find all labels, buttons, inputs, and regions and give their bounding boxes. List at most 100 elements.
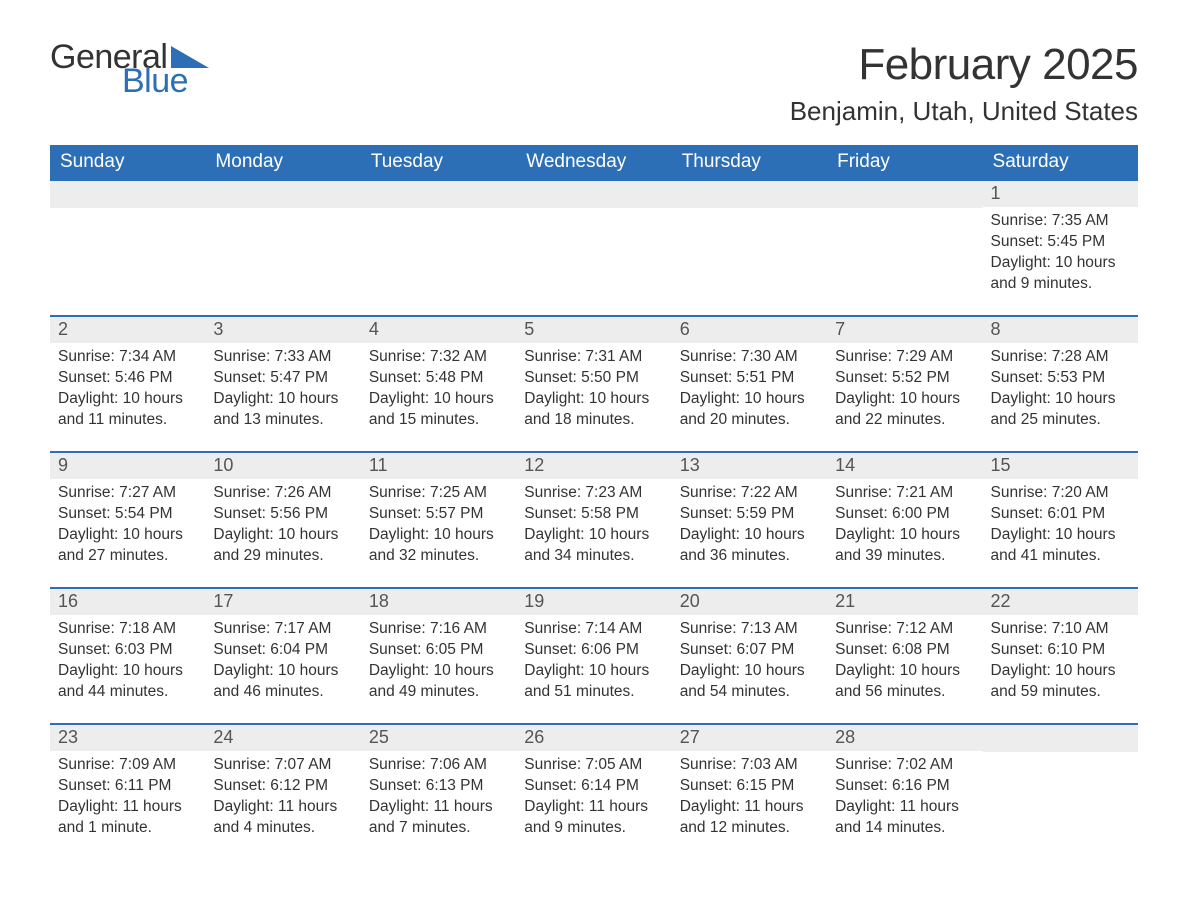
- sunset-line: Sunset: 6:08 PM: [835, 640, 974, 661]
- empty-day-header: [516, 181, 671, 208]
- day-body: Sunrise: 7:26 AMSunset: 5:56 PMDaylight:…: [205, 479, 360, 573]
- daylight-line: Daylight: 10 hours and 44 minutes.: [58, 661, 197, 703]
- day-number: 7: [827, 317, 982, 343]
- sunrise-line: Sunrise: 7:09 AM: [58, 755, 197, 776]
- sunrise-line: Sunrise: 7:34 AM: [58, 347, 197, 368]
- sunset-line: Sunset: 5:45 PM: [991, 232, 1130, 253]
- day-body: Sunrise: 7:13 AMSunset: 6:07 PMDaylight:…: [672, 615, 827, 709]
- day-body: Sunrise: 7:12 AMSunset: 6:08 PMDaylight:…: [827, 615, 982, 709]
- day-cell: 9Sunrise: 7:27 AMSunset: 5:54 PMDaylight…: [50, 453, 205, 573]
- sunset-line: Sunset: 5:51 PM: [680, 368, 819, 389]
- sunset-line: Sunset: 6:00 PM: [835, 504, 974, 525]
- sunrise-line: Sunrise: 7:12 AM: [835, 619, 974, 640]
- calendar-header-row: Sunday Monday Tuesday Wednesday Thursday…: [50, 145, 1138, 181]
- header-sunday: Sunday: [50, 145, 205, 181]
- day-body: Sunrise: 7:31 AMSunset: 5:50 PMDaylight:…: [516, 343, 671, 437]
- day-body: Sunrise: 7:02 AMSunset: 6:16 PMDaylight:…: [827, 751, 982, 845]
- day-cell: [672, 181, 827, 301]
- daylight-line: Daylight: 11 hours and 9 minutes.: [524, 797, 663, 839]
- weeks-container: 1Sunrise: 7:35 AMSunset: 5:45 PMDaylight…: [50, 181, 1138, 845]
- sunset-line: Sunset: 5:54 PM: [58, 504, 197, 525]
- day-number: 8: [983, 317, 1138, 343]
- sunset-line: Sunset: 5:52 PM: [835, 368, 974, 389]
- day-cell: [205, 181, 360, 301]
- sunrise-line: Sunrise: 7:32 AM: [369, 347, 508, 368]
- daylight-line: Daylight: 10 hours and 13 minutes.: [213, 389, 352, 431]
- sunrise-line: Sunrise: 7:22 AM: [680, 483, 819, 504]
- day-number: 18: [361, 589, 516, 615]
- sunrise-line: Sunrise: 7:33 AM: [213, 347, 352, 368]
- header-tuesday: Tuesday: [361, 145, 516, 181]
- empty-day-header: [983, 725, 1138, 752]
- day-cell: [50, 181, 205, 301]
- day-cell: [516, 181, 671, 301]
- day-cell: 27Sunrise: 7:03 AMSunset: 6:15 PMDayligh…: [672, 725, 827, 845]
- day-number: 12: [516, 453, 671, 479]
- day-number: 26: [516, 725, 671, 751]
- day-number: 16: [50, 589, 205, 615]
- day-number: 4: [361, 317, 516, 343]
- sunrise-line: Sunrise: 7:20 AM: [991, 483, 1130, 504]
- daylight-line: Daylight: 11 hours and 4 minutes.: [213, 797, 352, 839]
- day-cell: 22Sunrise: 7:10 AMSunset: 6:10 PMDayligh…: [983, 589, 1138, 709]
- day-body: Sunrise: 7:07 AMSunset: 6:12 PMDaylight:…: [205, 751, 360, 845]
- header-saturday: Saturday: [983, 145, 1138, 181]
- day-body: Sunrise: 7:25 AMSunset: 5:57 PMDaylight:…: [361, 479, 516, 573]
- sunrise-line: Sunrise: 7:14 AM: [524, 619, 663, 640]
- empty-day-header: [827, 181, 982, 208]
- day-body: Sunrise: 7:21 AMSunset: 6:00 PMDaylight:…: [827, 479, 982, 573]
- sunrise-line: Sunrise: 7:07 AM: [213, 755, 352, 776]
- day-cell: 7Sunrise: 7:29 AMSunset: 5:52 PMDaylight…: [827, 317, 982, 437]
- sunrise-line: Sunrise: 7:02 AM: [835, 755, 974, 776]
- day-cell: 20Sunrise: 7:13 AMSunset: 6:07 PMDayligh…: [672, 589, 827, 709]
- logo-text-blue: Blue: [122, 64, 209, 98]
- day-cell: 16Sunrise: 7:18 AMSunset: 6:03 PMDayligh…: [50, 589, 205, 709]
- day-cell: 17Sunrise: 7:17 AMSunset: 6:04 PMDayligh…: [205, 589, 360, 709]
- empty-day-header: [672, 181, 827, 208]
- day-number: 13: [672, 453, 827, 479]
- day-number: 19: [516, 589, 671, 615]
- day-body: Sunrise: 7:05 AMSunset: 6:14 PMDaylight:…: [516, 751, 671, 845]
- sunrise-line: Sunrise: 7:30 AM: [680, 347, 819, 368]
- day-number: 6: [672, 317, 827, 343]
- day-number: 14: [827, 453, 982, 479]
- day-number: 5: [516, 317, 671, 343]
- week-row: 9Sunrise: 7:27 AMSunset: 5:54 PMDaylight…: [50, 451, 1138, 573]
- sunrise-line: Sunrise: 7:27 AM: [58, 483, 197, 504]
- day-cell: 2Sunrise: 7:34 AMSunset: 5:46 PMDaylight…: [50, 317, 205, 437]
- day-number: 27: [672, 725, 827, 751]
- sunset-line: Sunset: 6:13 PM: [369, 776, 508, 797]
- logo: General Blue: [50, 40, 209, 98]
- day-body: Sunrise: 7:18 AMSunset: 6:03 PMDaylight:…: [50, 615, 205, 709]
- sunset-line: Sunset: 6:12 PM: [213, 776, 352, 797]
- day-body: Sunrise: 7:16 AMSunset: 6:05 PMDaylight:…: [361, 615, 516, 709]
- day-body: Sunrise: 7:33 AMSunset: 5:47 PMDaylight:…: [205, 343, 360, 437]
- day-cell: 3Sunrise: 7:33 AMSunset: 5:47 PMDaylight…: [205, 317, 360, 437]
- sunrise-line: Sunrise: 7:26 AM: [213, 483, 352, 504]
- day-body: Sunrise: 7:35 AMSunset: 5:45 PMDaylight:…: [983, 207, 1138, 301]
- sunset-line: Sunset: 6:07 PM: [680, 640, 819, 661]
- daylight-line: Daylight: 10 hours and 18 minutes.: [524, 389, 663, 431]
- sunset-line: Sunset: 5:50 PM: [524, 368, 663, 389]
- week-row: 16Sunrise: 7:18 AMSunset: 6:03 PMDayligh…: [50, 587, 1138, 709]
- sunrise-line: Sunrise: 7:17 AM: [213, 619, 352, 640]
- day-cell: 5Sunrise: 7:31 AMSunset: 5:50 PMDaylight…: [516, 317, 671, 437]
- day-cell: [827, 181, 982, 301]
- empty-day-header: [50, 181, 205, 208]
- daylight-line: Daylight: 11 hours and 1 minute.: [58, 797, 197, 839]
- day-cell: 10Sunrise: 7:26 AMSunset: 5:56 PMDayligh…: [205, 453, 360, 573]
- daylight-line: Daylight: 10 hours and 29 minutes.: [213, 525, 352, 567]
- sunrise-line: Sunrise: 7:10 AM: [991, 619, 1130, 640]
- month-title: February 2025: [790, 40, 1138, 90]
- day-cell: 25Sunrise: 7:06 AMSunset: 6:13 PMDayligh…: [361, 725, 516, 845]
- day-number: 22: [983, 589, 1138, 615]
- week-row: 23Sunrise: 7:09 AMSunset: 6:11 PMDayligh…: [50, 723, 1138, 845]
- day-body: Sunrise: 7:34 AMSunset: 5:46 PMDaylight:…: [50, 343, 205, 437]
- daylight-line: Daylight: 10 hours and 20 minutes.: [680, 389, 819, 431]
- day-number: 10: [205, 453, 360, 479]
- day-cell: 1Sunrise: 7:35 AMSunset: 5:45 PMDaylight…: [983, 181, 1138, 301]
- sunset-line: Sunset: 6:15 PM: [680, 776, 819, 797]
- daylight-line: Daylight: 10 hours and 22 minutes.: [835, 389, 974, 431]
- day-body: Sunrise: 7:27 AMSunset: 5:54 PMDaylight:…: [50, 479, 205, 573]
- sunset-line: Sunset: 5:56 PM: [213, 504, 352, 525]
